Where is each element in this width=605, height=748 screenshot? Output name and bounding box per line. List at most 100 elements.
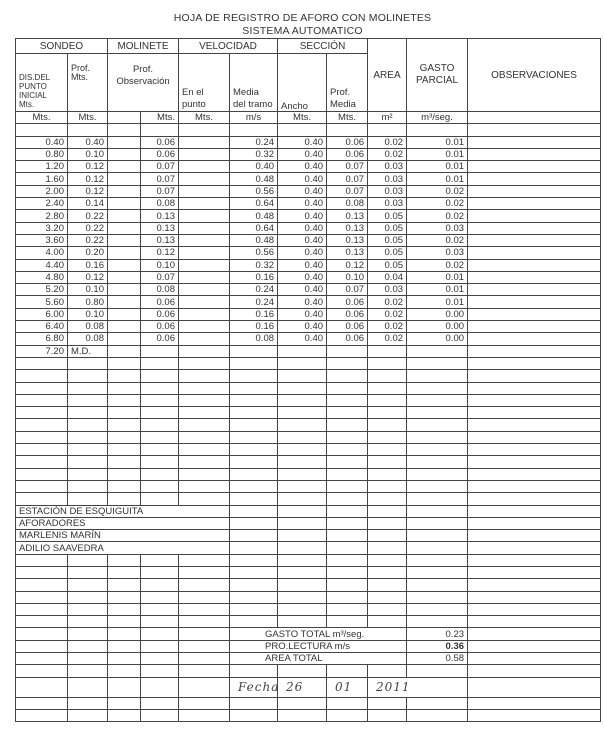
data-row: 2.00 0.12 0.07 0.56 0.40 0.07 0.03 0.02 (15, 184, 602, 199)
empty-cell (228, 664, 279, 678)
empty-cell (277, 356, 328, 371)
empty-cell (107, 123, 141, 137)
empty-cell (326, 479, 369, 494)
empty-cell (277, 369, 328, 383)
data-cell: 0.01 (406, 135, 469, 149)
unit-cell: m/s (228, 110, 279, 125)
data-cell: 0.02 (406, 184, 469, 199)
empty-cell (107, 590, 141, 604)
data-cell: 0.40 (277, 320, 328, 334)
date-day: 26 (277, 676, 328, 698)
empty-cell (467, 541, 602, 555)
empty-cell (467, 467, 602, 481)
data-cell (178, 344, 230, 358)
empty-cell (67, 467, 108, 481)
data-row: 2.80 0.22 0.13 0.48 0.40 0.13 0.05 0.02 (15, 209, 602, 223)
data-cell (467, 197, 602, 211)
data-cell: 7.20 (15, 344, 68, 358)
empty-cell (140, 565, 179, 580)
data-cell: 0.02 (367, 295, 408, 309)
empty-cell (406, 708, 469, 723)
empty-cell (467, 676, 602, 698)
gauging-table: SONDEO MOLINETE VELOCIDAD SECCIÓN AREA G… (15, 38, 602, 723)
data-cell: 0.07 (326, 160, 369, 174)
empty-cell (367, 479, 408, 494)
empty-cell (467, 356, 602, 371)
empty-row (15, 615, 602, 629)
data-cell: 4.40 (15, 258, 68, 272)
empty-cell (326, 430, 369, 445)
empty-cell (107, 652, 141, 666)
data-cell: 0.06 (140, 307, 179, 322)
data-cell: 0.40 (228, 160, 279, 174)
empty-cell (326, 516, 369, 531)
empty-cell (140, 467, 179, 481)
empty-cell (367, 418, 408, 432)
data-cell: 0.40 (277, 197, 328, 211)
data-cell: 0.00 (406, 332, 469, 346)
data-cell: 0.10 (67, 283, 108, 297)
empty-cell (140, 443, 179, 457)
empty-cell (178, 443, 230, 457)
empty-cell (15, 443, 68, 457)
empty-cell (326, 578, 369, 592)
empty-cell (326, 504, 369, 518)
empty-cell (15, 381, 68, 395)
empty-row (15, 418, 602, 432)
data-cell: 0.06 (140, 320, 179, 334)
data-cell: 3.60 (15, 233, 68, 248)
station-row: ESTACIÓN DE ESQUIGUITA (15, 504, 602, 518)
empty-cell (67, 652, 108, 666)
empty-row (15, 430, 602, 445)
data-cell: 0.12 (67, 172, 108, 186)
empty-cell (107, 696, 141, 710)
data-cell (406, 344, 469, 358)
station-line: ADILIO SAAVEDRA (15, 541, 230, 555)
empty-cell (67, 443, 108, 457)
empty-cell (107, 381, 141, 395)
empty-cell (367, 369, 408, 383)
total-label: AREA TOTAL (228, 652, 408, 666)
empty-cell (467, 708, 602, 723)
empty-cell (406, 504, 469, 518)
data-cell: 0.16 (67, 258, 108, 272)
empty-cell (107, 602, 141, 617)
data-cell (178, 160, 230, 174)
empty-row (15, 381, 602, 395)
station-row: AFORADORES (15, 516, 602, 531)
data-cell: 0.48 (228, 209, 279, 223)
empty-cell (467, 565, 602, 580)
empty-cell (277, 381, 328, 395)
empty-cell (406, 664, 469, 678)
data-cell (467, 246, 602, 260)
data-cell: 0.12 (326, 258, 369, 272)
data-cell (178, 307, 230, 322)
empty-cell (277, 708, 328, 723)
empty-cell (326, 553, 369, 567)
data-cell (178, 135, 230, 149)
empty-cell (367, 664, 408, 678)
empty-cell (367, 381, 408, 395)
empty-cell (15, 590, 68, 604)
empty-cell (277, 479, 328, 494)
data-cell: 0.03 (367, 283, 408, 297)
data-cell: 0.40 (67, 135, 108, 149)
data-cell: 0.14 (67, 197, 108, 211)
empty-cell (178, 123, 230, 137)
data-cell: 0.13 (326, 209, 369, 223)
data-cell: 0.40 (277, 135, 328, 149)
data-cell: 0.40 (277, 147, 328, 162)
empty-cell (178, 708, 230, 723)
data-cell: 0.08 (326, 197, 369, 211)
empty-row (15, 369, 602, 383)
data-cell: 0.07 (140, 270, 179, 285)
empty-cell (67, 430, 108, 445)
empty-cell (277, 123, 328, 137)
data-cell: 2.80 (15, 209, 68, 223)
empty-cell (228, 455, 279, 469)
empty-cell (15, 369, 68, 383)
empty-cell (367, 708, 408, 723)
empty-cell (107, 565, 141, 580)
empty-cell (277, 529, 328, 543)
data-cell (277, 344, 328, 358)
